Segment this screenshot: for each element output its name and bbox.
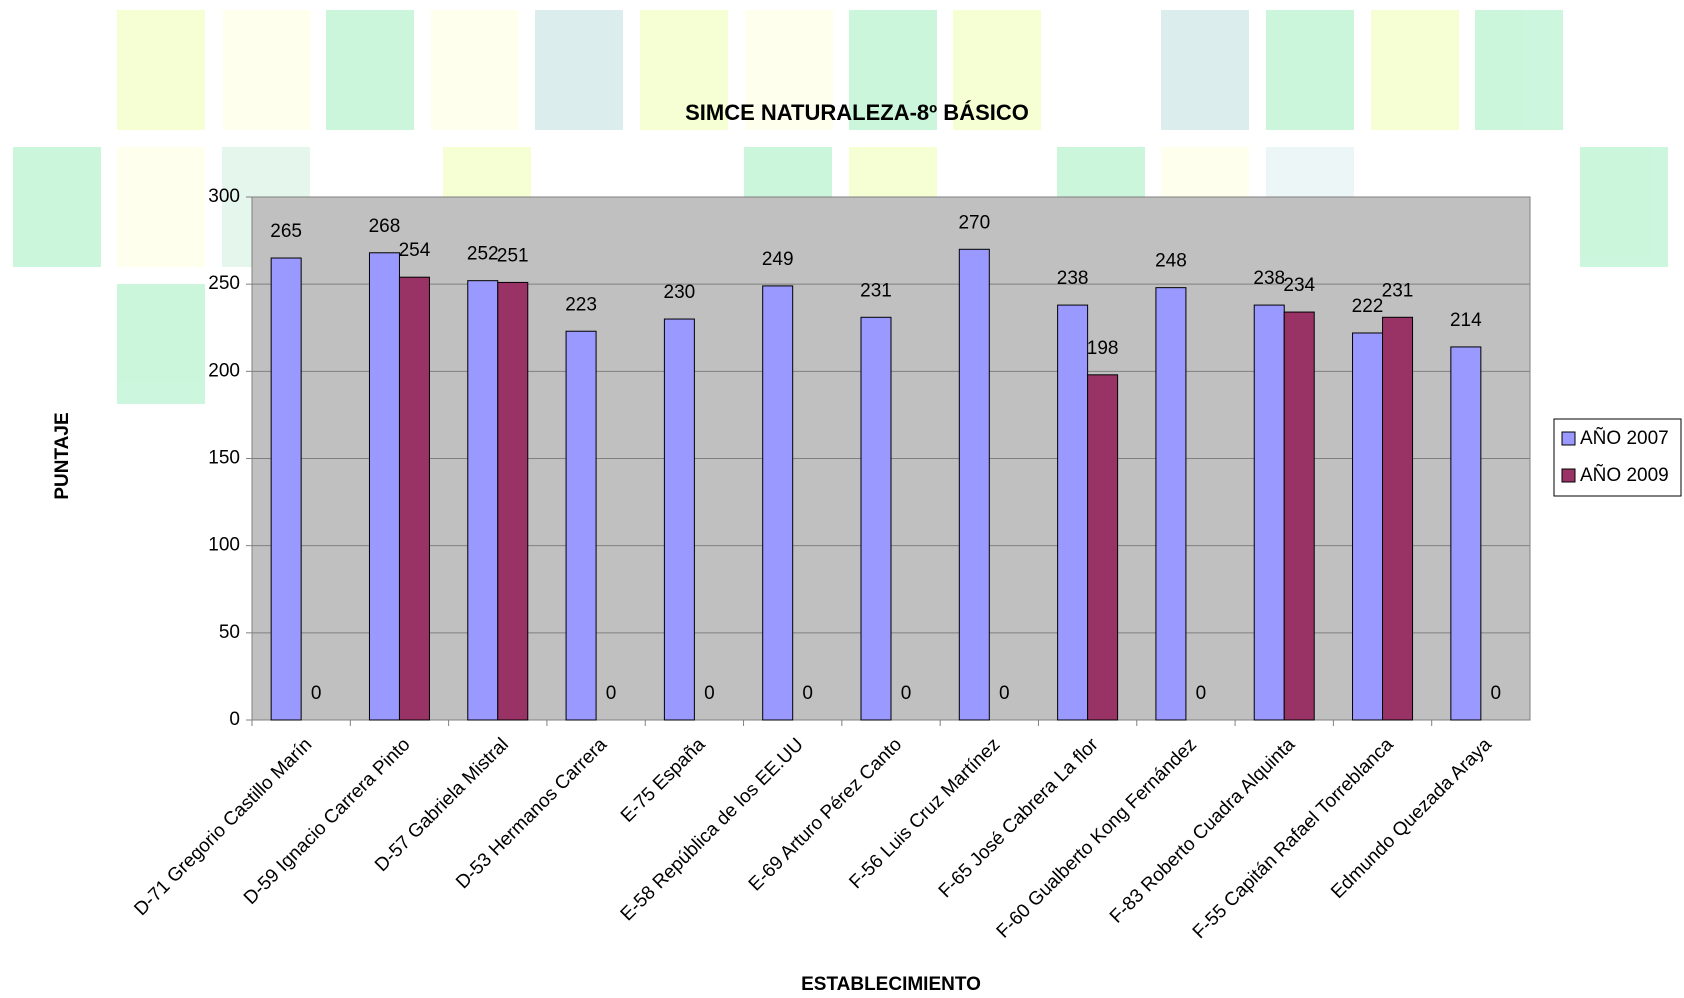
value-label: 230 (664, 282, 696, 303)
value-label: 254 (399, 240, 431, 261)
value-label: 223 (565, 294, 597, 315)
x-tick-label: F-65 José Cabrera La flor (935, 734, 1103, 902)
x-tick-label: Edmundo Quezada Araya (1327, 734, 1496, 903)
chart-title: SIMCE NATURALEZA-8º BÁSICO (685, 100, 1029, 125)
legend-label: AÑO 2007 (1580, 427, 1669, 449)
value-label: 231 (860, 280, 892, 301)
bar (398, 276, 430, 721)
value-label: 270 (958, 212, 990, 233)
value-label: 251 (497, 245, 529, 266)
bar (860, 316, 892, 721)
bar (1352, 332, 1384, 721)
bar (1057, 304, 1089, 721)
value-label: 0 (311, 683, 322, 704)
bar (1283, 311, 1315, 721)
bar (1253, 304, 1285, 721)
value-label: 238 (1253, 268, 1285, 289)
x-axis-title: ESTABLECIMIENTO (801, 974, 981, 995)
y-axis-title: PUNTAJE (52, 412, 73, 499)
bar (270, 257, 302, 721)
legend-label: AÑO 2009 (1580, 464, 1669, 486)
y-tick-label: 250 (208, 273, 240, 294)
x-tick-label: D-59 Ignacio Carrera Pinto (240, 734, 415, 909)
value-label: 214 (1450, 310, 1482, 331)
value-label: 198 (1087, 338, 1119, 359)
x-tick-label: D-71 Gregorio Castillo Marín (130, 734, 316, 920)
value-label: 0 (1196, 683, 1207, 704)
value-label: 222 (1352, 296, 1384, 317)
x-tick-label: F-60 Gualberto Kong Fernández (993, 734, 1201, 942)
value-label: 0 (704, 683, 715, 704)
x-tick-label: E-58 República de los EE.UU (617, 734, 808, 925)
value-label: 0 (1491, 683, 1502, 704)
x-tick-label: E-75 España (617, 734, 710, 827)
bar (368, 252, 400, 721)
value-label: 0 (901, 683, 912, 704)
legend-swatch (1561, 468, 1576, 483)
value-label: 234 (1283, 275, 1315, 296)
bar (1382, 316, 1414, 721)
y-tick-label: 0 (229, 709, 240, 730)
y-tick-label: 50 (219, 622, 240, 643)
bar (663, 318, 695, 721)
value-label: 0 (802, 683, 813, 704)
x-tick-label: F-83 Roberto Cuadra Alquinta (1106, 734, 1300, 928)
bar (762, 285, 794, 721)
value-label: 268 (369, 216, 401, 237)
bar (1087, 374, 1119, 721)
y-tick-label: 200 (208, 360, 240, 381)
x-tick-label: F-55 Capitán Rafael Torreblanca (1189, 734, 1398, 943)
bar (565, 330, 597, 721)
bar (1155, 287, 1187, 721)
value-label: 238 (1057, 268, 1089, 289)
value-label: 0 (999, 683, 1010, 704)
bar (497, 281, 529, 721)
bar (467, 280, 499, 721)
value-label: 252 (467, 244, 499, 265)
bar (958, 248, 990, 721)
y-tick-label: 100 (208, 535, 240, 556)
value-label: 249 (762, 249, 794, 270)
value-label: 231 (1382, 280, 1414, 301)
value-label: 0 (606, 683, 617, 704)
bar (1450, 346, 1482, 721)
legend-swatch (1561, 431, 1576, 446)
y-tick-label: 150 (208, 448, 240, 469)
y-tick-label: 300 (208, 186, 240, 207)
value-label: 248 (1155, 251, 1187, 272)
value-label: 265 (270, 221, 302, 242)
